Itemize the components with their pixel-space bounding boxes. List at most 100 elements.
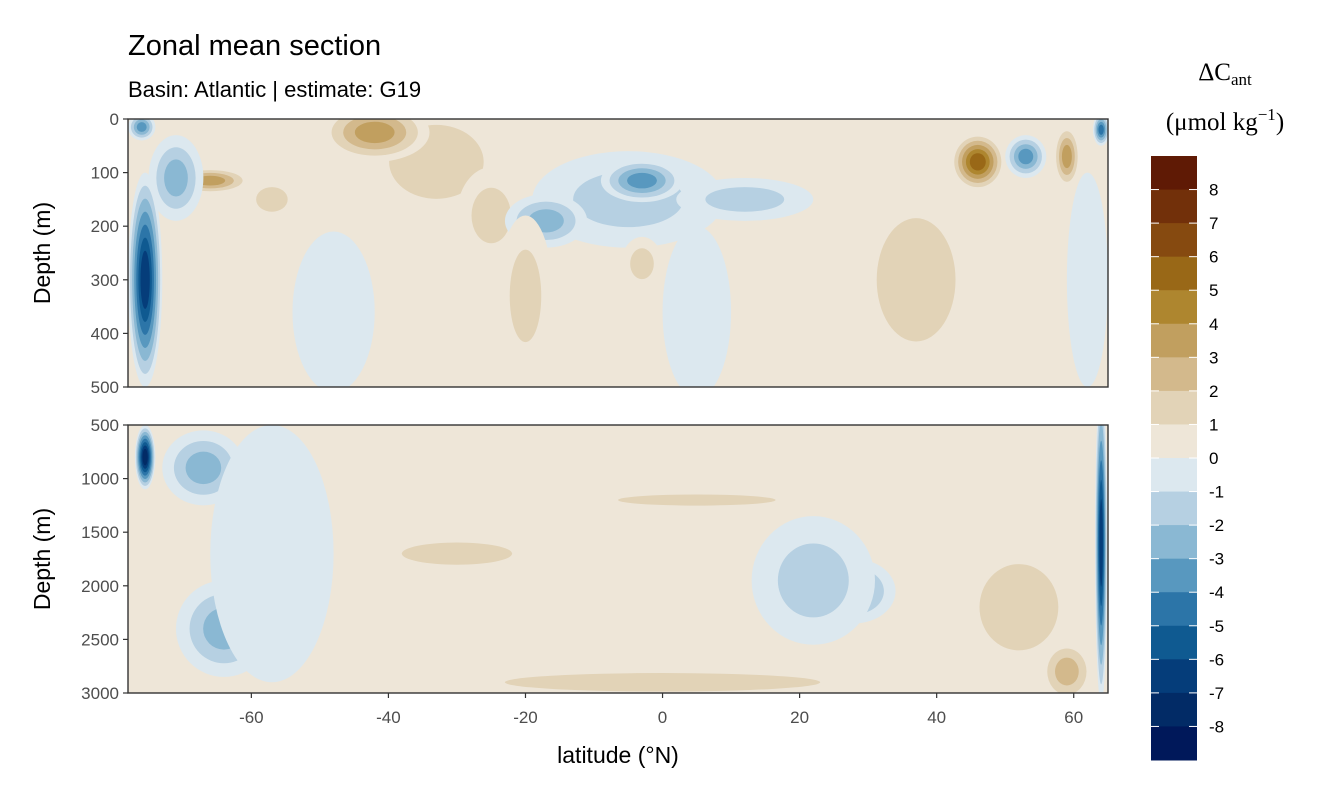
- y-tick-label: 500: [91, 416, 119, 435]
- chart-subtitle: Basin: Atlantic | estimate: G19: [128, 77, 421, 102]
- x-axis-title: latitude (°N): [557, 742, 679, 768]
- y-tick-label: 1000: [81, 470, 119, 489]
- contour-blob: [618, 494, 776, 506]
- legend-swatch: [1151, 223, 1197, 258]
- y-axis-title-upper: Depth (m): [29, 202, 55, 304]
- legend-label: -6: [1209, 650, 1224, 669]
- legend-title: ΔCant: [1198, 59, 1252, 89]
- y-tick-label: 2000: [81, 577, 119, 596]
- legend-label: -1: [1209, 483, 1224, 502]
- legend-unit: (μmol kg−1): [1166, 105, 1284, 136]
- legend-label: 0: [1209, 449, 1218, 468]
- legend-label: 6: [1209, 248, 1218, 267]
- contour-blob: [1061, 144, 1072, 169]
- x-tick-label: -60: [239, 708, 264, 727]
- legend-title-main: ΔC: [1198, 59, 1231, 86]
- legend-label: 4: [1209, 315, 1218, 334]
- contour-blob: [471, 187, 511, 244]
- legend-label: 5: [1209, 281, 1218, 300]
- x-tick-label: 0: [658, 708, 667, 727]
- legend-swatch: [1151, 692, 1197, 727]
- y-tick-label: 400: [91, 324, 119, 343]
- legend: ΔCant (μmol kg−1) 8 7 6 5 4 3 2 1 0 -1 -2 -3 -4 -5 -6 -…: [1151, 59, 1284, 761]
- legend-unit-close: ): [1276, 109, 1284, 136]
- legend-swatch: [1151, 156, 1197, 191]
- x-tick-label: 20: [790, 708, 809, 727]
- contour-blob: [1099, 499, 1103, 587]
- legend-swatch: [1151, 323, 1197, 358]
- x-tick-label: -20: [513, 708, 538, 727]
- legend-label: -8: [1209, 717, 1224, 736]
- legend-swatch: [1151, 458, 1197, 493]
- contour-blob: [876, 218, 956, 342]
- panel-lower-border: [127, 424, 1109, 694]
- y-tick-label: 200: [91, 217, 119, 236]
- legend-swatch: [1151, 491, 1197, 526]
- legend-swatch: [1151, 256, 1197, 291]
- contour-blob: [630, 248, 654, 280]
- y-axis-title-lower: Depth (m): [29, 508, 55, 610]
- contour-blob: [504, 673, 821, 692]
- chart-title: Zonal mean section: [128, 30, 381, 62]
- contour-blob: [1018, 148, 1034, 165]
- contour-blob: [1055, 657, 1079, 686]
- legend-label: 7: [1209, 214, 1218, 233]
- legend-swatch: [1151, 357, 1197, 392]
- panel-lower: 500 1000 1500 2000 2500 3000: [81, 416, 1109, 703]
- contour-blob: [142, 448, 148, 466]
- legend-swatch: [1151, 726, 1197, 761]
- y-tick-label: 500: [91, 378, 119, 397]
- legend-swatch: [1151, 592, 1197, 627]
- legend-label: -7: [1209, 684, 1224, 703]
- contour-blob: [292, 231, 375, 387]
- legend-label: 3: [1209, 348, 1218, 367]
- legend-label: -5: [1209, 617, 1224, 636]
- contour-blob: [777, 543, 849, 618]
- legend-swatch: [1151, 558, 1197, 593]
- contour-blob: [979, 564, 1059, 651]
- legend-label: -4: [1209, 583, 1224, 602]
- legend-unit-text: (μmol kg: [1166, 109, 1258, 136]
- contour-blob: [401, 542, 513, 565]
- panel-upper-border: [127, 118, 1109, 388]
- contour-blob: [354, 121, 395, 144]
- contour-blob: [185, 451, 222, 485]
- legend-unit-sup: −1: [1258, 105, 1276, 124]
- contour-blob: [509, 249, 542, 343]
- x-tick-label: 40: [927, 708, 946, 727]
- legend-label: 1: [1209, 415, 1218, 434]
- y-tick-label: 0: [110, 110, 119, 129]
- contour-blob: [1066, 172, 1108, 387]
- y-tick-label: 100: [91, 164, 119, 183]
- y-tick-label: 1500: [81, 523, 119, 542]
- legend-label: -2: [1209, 516, 1224, 535]
- legend-swatch: [1151, 189, 1197, 224]
- contour-blob: [256, 187, 288, 212]
- legend-swatch: [1151, 290, 1197, 325]
- legend-swatch: [1151, 659, 1197, 694]
- contour-blob: [662, 226, 732, 387]
- legend-swatch: [1151, 625, 1197, 660]
- panel-upper: 0 100 200 300 400 500: [91, 110, 1109, 397]
- contour-blob: [210, 425, 334, 683]
- contour-blob: [140, 250, 150, 309]
- contour-blob: [136, 122, 147, 132]
- x-tick-label: -40: [376, 708, 401, 727]
- contour-blob: [627, 172, 657, 189]
- legend-swatch: [1151, 424, 1197, 459]
- legend-label: 8: [1209, 181, 1218, 200]
- contour-blob: [1098, 124, 1104, 135]
- y-tick-label: 3000: [81, 684, 119, 703]
- y-tick-label: 2500: [81, 630, 119, 649]
- contour-blob: [705, 187, 785, 212]
- legend-label: 2: [1209, 382, 1218, 401]
- legend-label: -3: [1209, 550, 1224, 569]
- contour-blob: [969, 153, 986, 171]
- y-tick-label: 300: [91, 271, 119, 290]
- legend-swatch: [1151, 390, 1197, 425]
- contour-blob: [164, 159, 188, 197]
- legend-title-sub: ant: [1231, 70, 1252, 89]
- legend-swatch: [1151, 525, 1197, 560]
- x-tick-label: 60: [1064, 708, 1083, 727]
